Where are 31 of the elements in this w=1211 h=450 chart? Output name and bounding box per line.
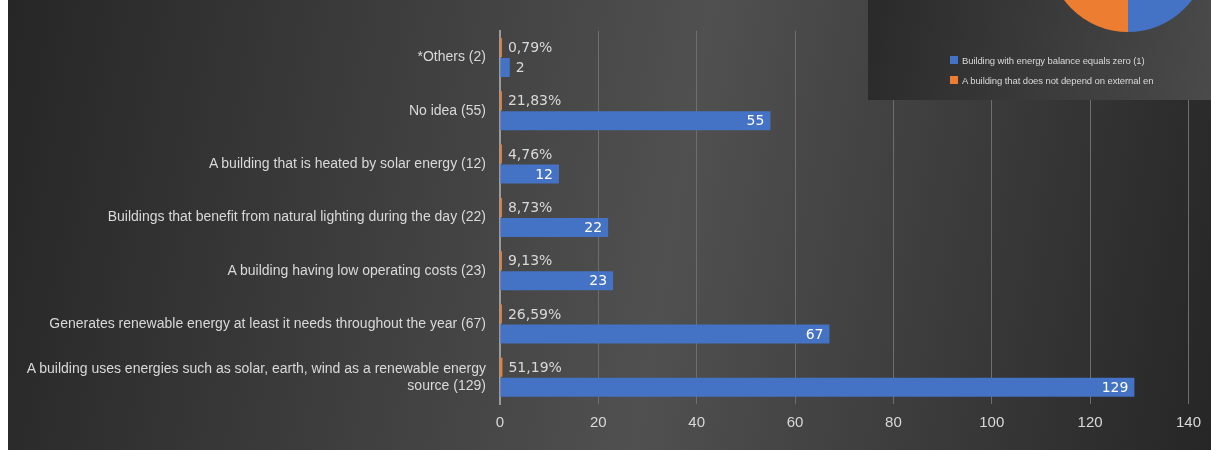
data-label: 8,73%: [507, 199, 553, 216]
x-tick-label: 0: [495, 413, 505, 431]
x-tick-label: 140: [1175, 413, 1201, 431]
y-tick-label: Generates renewable energy at least it needs throughout the year (67): [49, 314, 486, 331]
data-label: 67: [805, 325, 824, 342]
x-tick-label: 100: [979, 413, 1005, 431]
x-tick-label: 80: [885, 413, 902, 431]
data-label: 22: [584, 219, 603, 236]
data-label: 51,19%: [508, 358, 562, 375]
y-tick-label: A building uses energies such as solar, earth, wind as a renewable energy source (129): [26, 359, 486, 393]
x-tick-label: 20: [589, 413, 607, 431]
data-label: 129: [1101, 378, 1129, 395]
data-label: 4,76%: [507, 145, 553, 162]
y-tick-label: A building that is heated by solar energy (12): [208, 154, 486, 171]
annotation: A building that does not depend on external en: [961, 75, 1154, 86]
x-tick-label: 40: [688, 413, 706, 431]
data-label: 9,13%: [507, 252, 553, 269]
data-label: 55: [746, 112, 765, 129]
data-label: 23: [589, 272, 608, 289]
data-label: 2: [515, 59, 525, 76]
x-tick-label: 120: [1077, 413, 1103, 431]
x-tick-label: 60: [786, 413, 804, 431]
y-tick-label: A building having low operating costs (23): [227, 261, 486, 278]
data-label: 26,59%: [507, 305, 562, 322]
y-tick-label: Buildings that benefit from natural lighting during the day (22): [107, 208, 486, 225]
data-label: 12: [535, 165, 553, 182]
data-label: 21,83%: [507, 92, 562, 109]
y-tick-label: No idea (55): [408, 101, 486, 118]
data-label: 0,79%: [507, 39, 553, 56]
annotation: Building with energy balance equals zero (1): [961, 55, 1145, 66]
y-tick-label: *Others (2): [417, 48, 486, 65]
